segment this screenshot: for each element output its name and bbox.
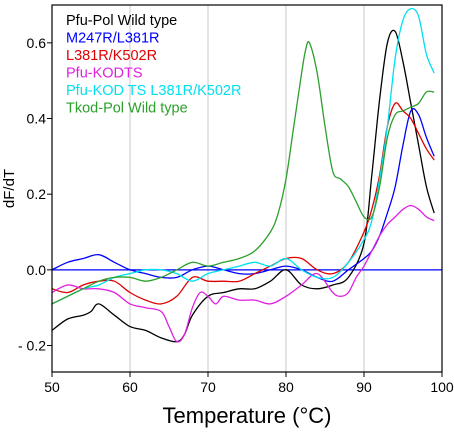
y-tick-label: - 0.2 <box>18 338 46 354</box>
series-line-1 <box>51 108 435 283</box>
y-tick-label: 0.6 <box>27 35 47 51</box>
y-tick-label: 0.4 <box>27 111 47 127</box>
series-line-0 <box>51 29 435 343</box>
y-tick-label: 0.2 <box>27 186 47 202</box>
y-axis-title: dF/dT <box>1 169 18 208</box>
x-axis-ticks: 50 60 70 80 90 100 <box>44 372 454 395</box>
legend-entry-2: L381R/K502R <box>66 48 157 64</box>
series-line-3 <box>51 204 435 343</box>
x-tick-label: 100 <box>430 379 454 395</box>
legend-entry-0: Pfu-Pol Wild type <box>66 13 177 29</box>
legend-entry-4: Pfu-KOD TS L381R/K502R <box>66 83 241 99</box>
x-axis-title: Temperature (°C) <box>163 403 332 428</box>
x-tick-label: 90 <box>356 379 372 395</box>
y-axis-ticks: 0.6 0.4 0.2 0.0 - 0.2 <box>18 35 52 354</box>
x-tick-label: 50 <box>44 379 60 395</box>
series-line-4 <box>51 7 435 305</box>
grid-lines <box>129 5 365 372</box>
legend-entry-3: Pfu-KODTS <box>66 66 143 82</box>
x-tick-label: 60 <box>122 379 138 395</box>
legend-entry-1: M247R/L381R <box>66 31 160 47</box>
plot-frame <box>51 4 443 373</box>
series-lines <box>51 7 435 343</box>
x-tick-label: 70 <box>200 379 216 395</box>
y-tick-label: 0.0 <box>27 262 47 278</box>
legend-entry-5: Tkod-Pol Wild type <box>66 101 188 117</box>
series-line-5 <box>51 41 435 305</box>
x-tick-label: 80 <box>278 379 294 395</box>
